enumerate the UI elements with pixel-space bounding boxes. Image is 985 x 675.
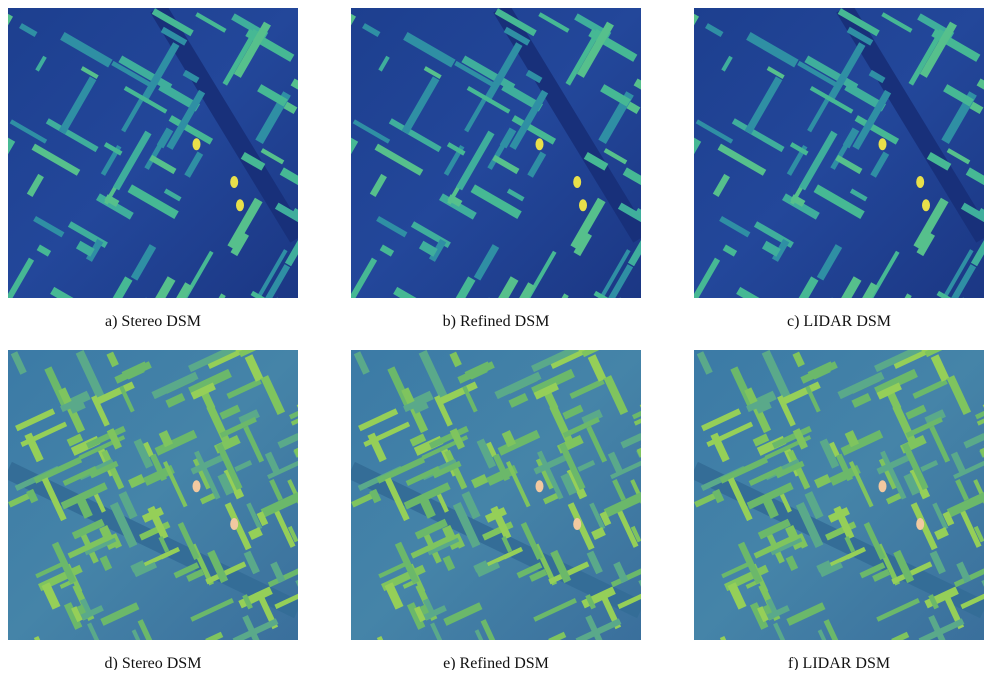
caption: d) Stereo DSM: [105, 655, 202, 670]
building: [298, 426, 342, 452]
dsm-image: [351, 338, 685, 670]
highlight: [879, 480, 887, 492]
highlight: [536, 138, 544, 150]
building: [293, 208, 343, 239]
highlight: [193, 138, 201, 150]
building: [891, 293, 912, 324]
building: [548, 293, 569, 324]
highlight: [536, 480, 544, 492]
highlight: [916, 518, 924, 530]
highlight: [193, 480, 201, 492]
dsm-image: [673, 8, 985, 350]
caption: a) Stereo DSM: [105, 313, 201, 330]
highlight: [573, 518, 581, 530]
dsm-image: [330, 8, 686, 350]
building: [249, 297, 283, 349]
highlight: [573, 176, 581, 188]
building: [634, 78, 685, 112]
building: [175, 296, 189, 314]
building: [592, 297, 626, 349]
highlight: [230, 518, 238, 530]
caption: c) LIDAR DSM: [787, 313, 891, 330]
figure: a) Stereo DSM b) Refined DSM c) LIDAR DSM d…: [0, 0, 985, 670]
caption: f) LIDAR DSM: [788, 655, 890, 670]
building: [297, 393, 325, 410]
building: [637, 433, 676, 457]
highlight: [916, 176, 924, 188]
highlight: [230, 176, 238, 188]
building: [205, 293, 226, 324]
building: [518, 296, 532, 314]
building: [720, 636, 741, 670]
highlight: [579, 199, 587, 211]
building: [377, 636, 398, 670]
dsm-image: [694, 338, 985, 670]
building: [935, 297, 969, 349]
dsm-image: [8, 338, 342, 670]
caption: e) Refined DSM: [443, 655, 549, 670]
building: [291, 78, 342, 112]
building: [636, 208, 686, 239]
building: [861, 296, 875, 314]
highlight: [922, 199, 930, 211]
building: [294, 433, 333, 457]
dsm-image: [0, 8, 343, 350]
building: [640, 393, 668, 410]
highlight: [879, 138, 887, 150]
highlight: [236, 199, 244, 211]
caption: b) Refined DSM: [443, 313, 550, 330]
building: [34, 636, 55, 670]
building: [641, 426, 685, 452]
